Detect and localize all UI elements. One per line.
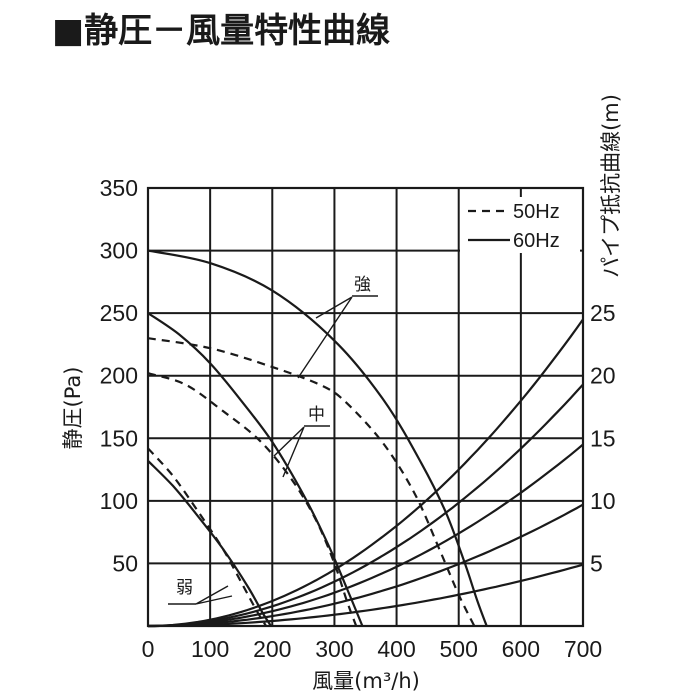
pipe-resistance-curve — [148, 503, 584, 628]
annotation-strong-leader — [297, 296, 353, 379]
axis-ticks: 0 100 200 300 400 500 600 700 50 100 150 200 250 300 3… — [100, 175, 616, 662]
legend-background — [460, 197, 580, 253]
fan-curve-weak-50hz — [147, 447, 268, 627]
x-tick-label: 0 — [142, 636, 155, 662]
y-tick-label: 50 — [112, 550, 138, 576]
fan-curve-strong-50hz — [147, 337, 476, 627]
pipe-resistance-curve — [148, 563, 584, 628]
y-axis-label: 静圧(Pa) — [61, 367, 85, 450]
chart-title: ■静圧－風量特性曲線 — [52, 11, 390, 51]
y-tick-label: 100 — [100, 488, 138, 514]
y-tick-label: 350 — [100, 175, 138, 201]
legend: 50Hz 60Hz — [460, 197, 580, 253]
y-tick-label: 200 — [100, 363, 138, 389]
y2-tick-label: 10 — [590, 488, 616, 514]
legend-label-50hz: 50Hz — [513, 201, 560, 223]
x-tick-label: 300 — [315, 636, 353, 662]
y2-tick-label: 5 — [590, 550, 603, 576]
annotation-weak-leader — [195, 585, 233, 605]
x-axis-label: 風量(m³/h) — [312, 669, 420, 693]
x-tick-label: 600 — [502, 636, 540, 662]
y2-tick-label: 25 — [590, 300, 616, 326]
annotations: 強 中 弱 — [168, 275, 378, 605]
y2-axis-label: パイプ抵抗曲線(m) — [599, 94, 623, 278]
pipe-resistance-curve — [148, 383, 584, 628]
plot-frame — [146, 186, 585, 628]
annotation-medium: 中 — [308, 405, 325, 425]
pipe-resistance-curves — [147, 318, 584, 628]
y-tick-label: 300 — [100, 238, 138, 264]
annotation-weak: 弱 — [176, 578, 193, 598]
x-tick-label: 400 — [377, 636, 415, 662]
y2-tick-label: 20 — [590, 363, 616, 389]
grid — [148, 188, 583, 626]
x-tick-label: 100 — [191, 636, 229, 662]
pipe-resistance-curve — [148, 443, 584, 628]
y-tick-label: 150 — [100, 425, 138, 451]
x-tick-label: 700 — [564, 636, 602, 662]
y2-tick-label: 15 — [590, 425, 616, 451]
x-tick-label: 200 — [253, 636, 291, 662]
x-tick-label: 500 — [440, 636, 478, 662]
pipe-resistance-curve — [147, 318, 584, 628]
fan-curve-strong-60hz — [147, 249, 488, 627]
annotation-strong: 強 — [354, 275, 371, 295]
y-tick-label: 250 — [100, 300, 138, 326]
legend-label-60hz: 60Hz — [513, 230, 560, 252]
fan-curve-medium-60hz — [147, 312, 364, 627]
annotation-medium-leader — [273, 426, 305, 478]
